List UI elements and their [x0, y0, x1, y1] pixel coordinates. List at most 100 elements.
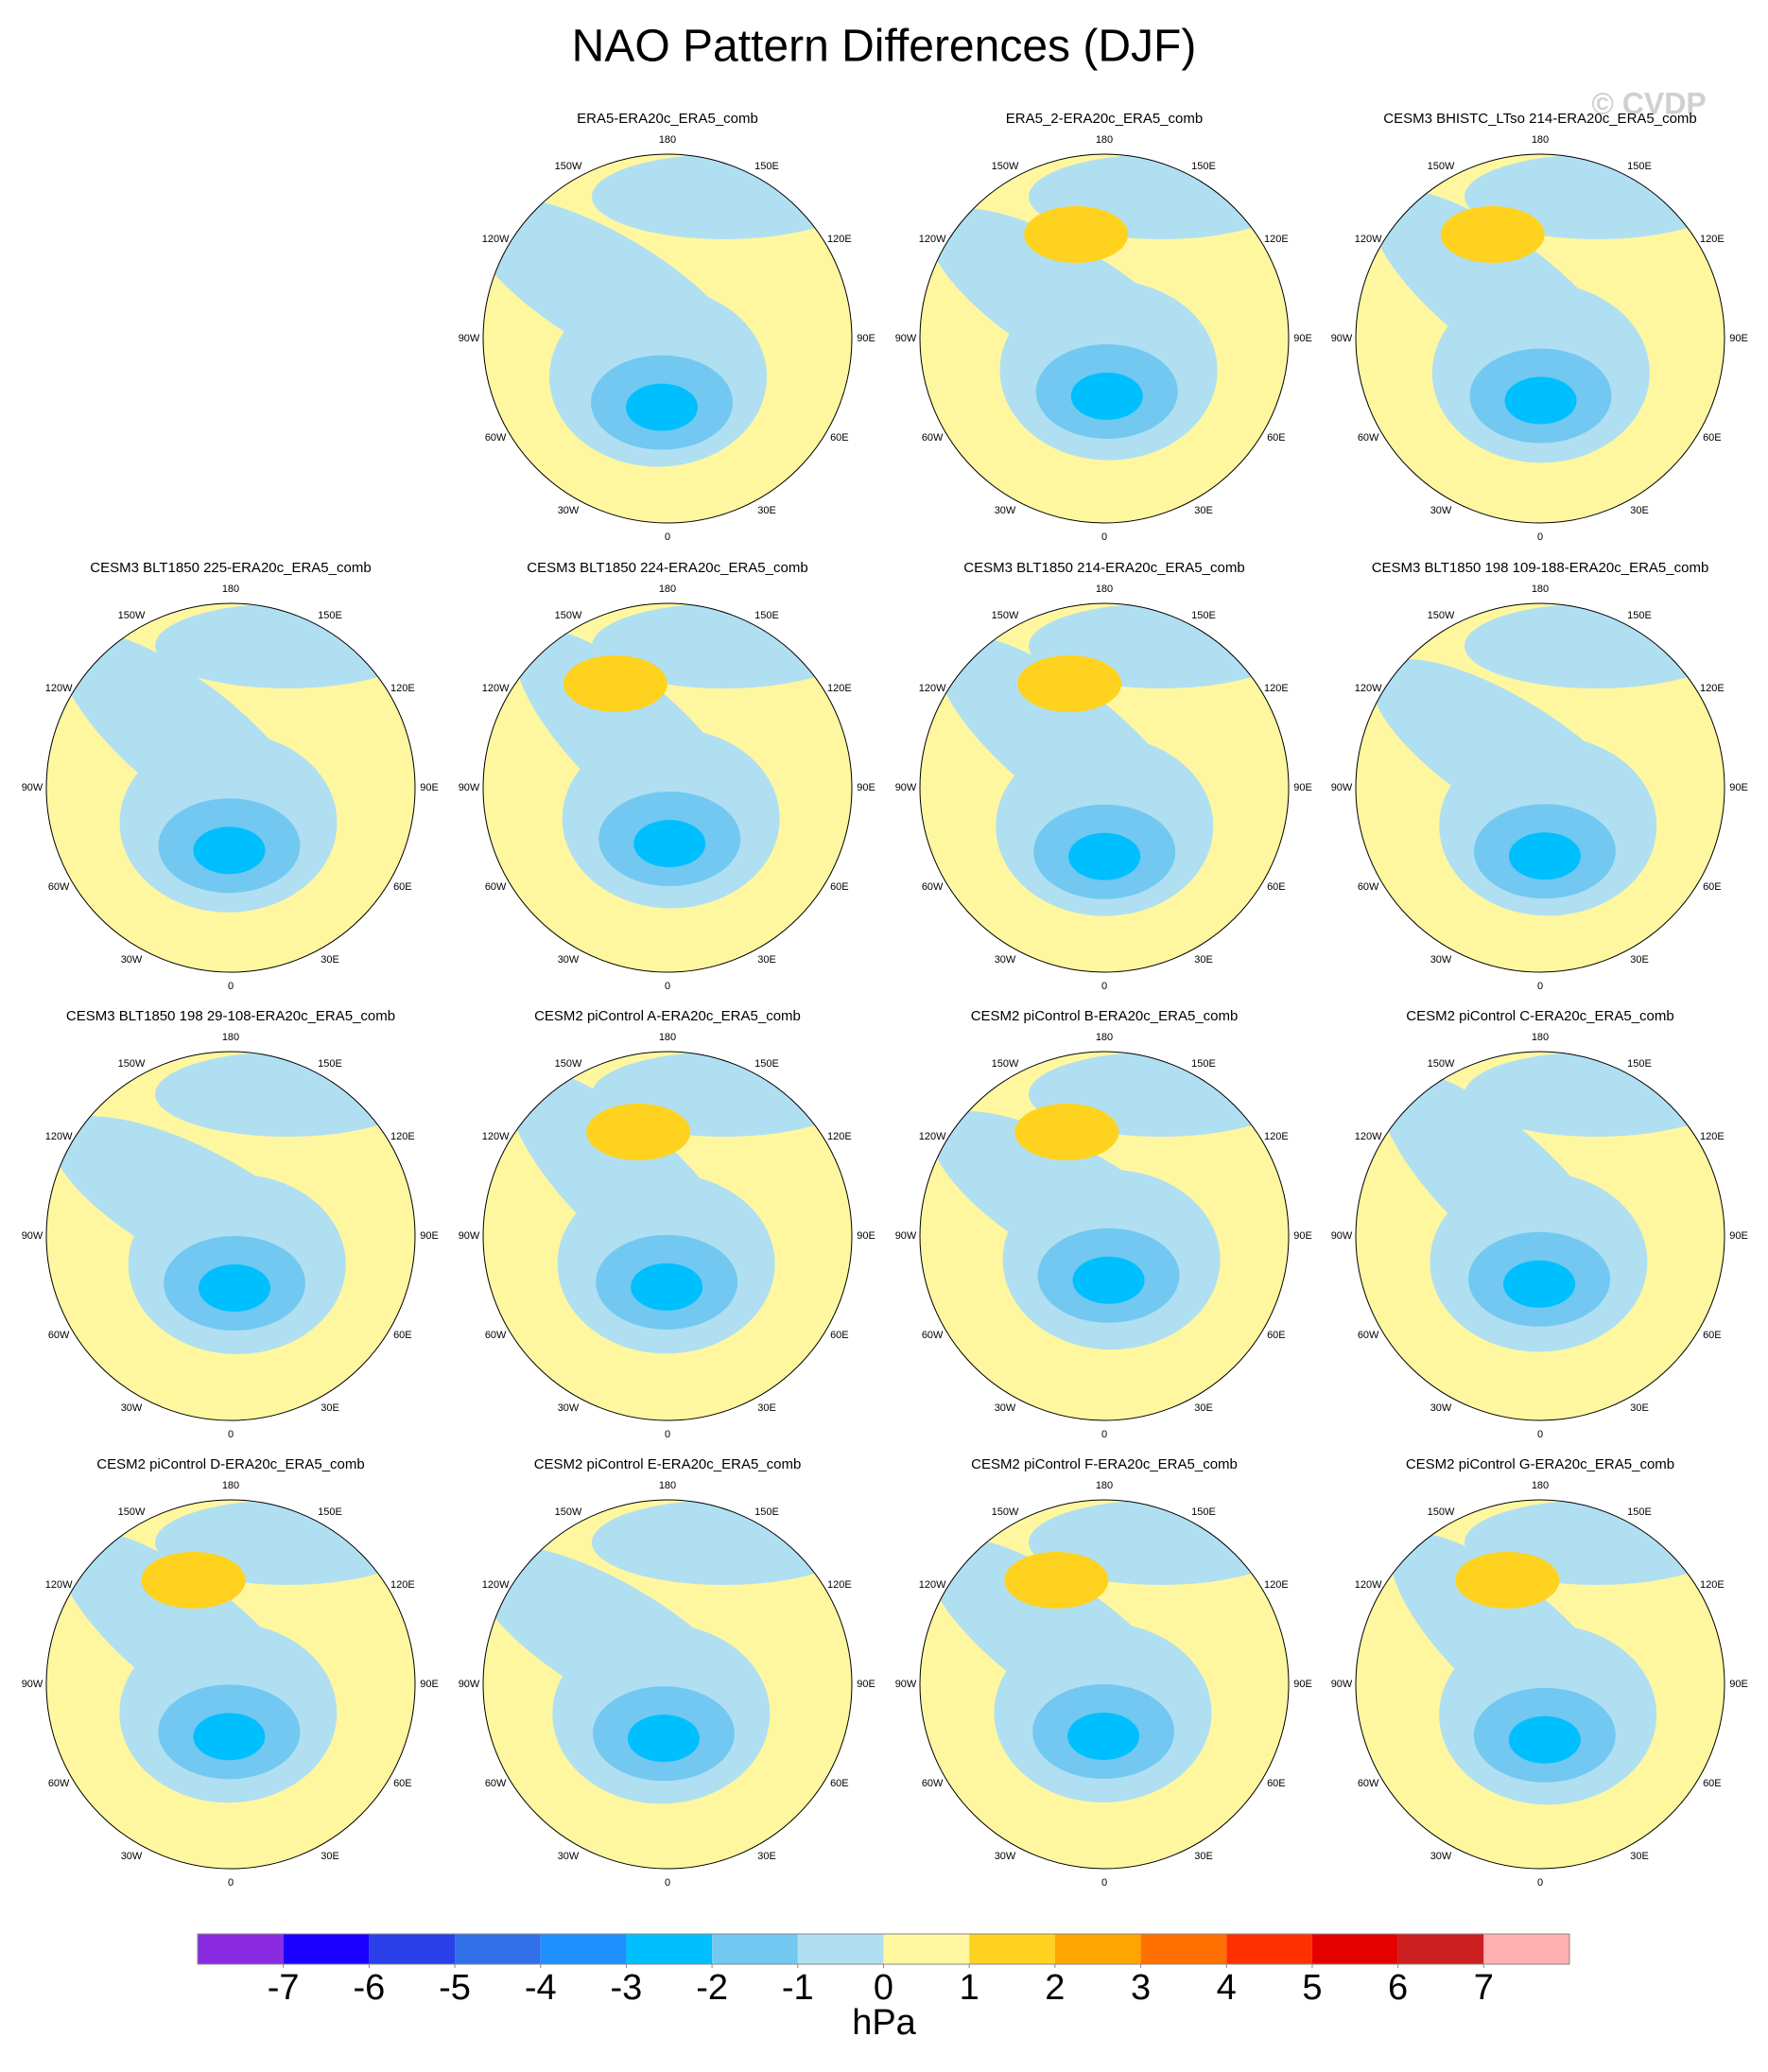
field-patch — [586, 1104, 691, 1160]
panel-title: CESM2 piControl B-ERA20c_ERA5_comb — [971, 1008, 1239, 1024]
lon-label: 150W — [992, 1058, 1019, 1070]
lon-label: 30W — [121, 1851, 143, 1862]
lon-label: 120W — [1355, 683, 1382, 694]
lon-label: 30W — [121, 1402, 143, 1414]
lon-label: 90W — [895, 1230, 917, 1242]
lon-label: 30W — [121, 954, 143, 966]
lon-label: 30W — [558, 954, 580, 966]
lon-label: 180 — [1532, 583, 1549, 595]
field-patch — [1004, 1552, 1109, 1609]
field-patch — [563, 655, 667, 712]
lon-label: 60W — [922, 1778, 944, 1789]
map-panel: CESM3 BHISTC_LTso 214-ERA20c_ERA5_comb 18… — [1331, 111, 1748, 543]
lon-label: 150E — [1191, 610, 1216, 621]
lon-label: 120W — [1355, 1131, 1382, 1142]
map-panel: CESM2 piControl G-ERA20c_ERA5_comb 180 150… — [1331, 1456, 1748, 1889]
lon-label: 60W — [1358, 432, 1379, 444]
map-panel: CESM3 BLT1850 224-ERA20c_ERA5_comb 180 150… — [459, 560, 875, 992]
map-outline — [482, 1051, 853, 1421]
lon-label: 30W — [995, 954, 1016, 966]
lon-label: 90E — [420, 1679, 439, 1690]
lon-label: 150W — [555, 610, 582, 621]
field-patch — [631, 1262, 703, 1311]
lon-label: 90E — [1293, 1230, 1312, 1242]
map-outline — [1355, 1499, 1725, 1870]
lon-label: 90W — [459, 333, 480, 344]
map-outline — [482, 153, 853, 524]
lon-label: 60E — [1703, 1330, 1722, 1341]
lon-label: 30E — [1630, 1851, 1649, 1862]
lon-label: 60W — [922, 1330, 944, 1341]
colorbar-tick-label: -4 — [525, 1968, 557, 2008]
lon-label: 60W — [1358, 1330, 1379, 1341]
colorbar-box — [1311, 1934, 1398, 1964]
colorbar-box — [1226, 1934, 1312, 1964]
map-field — [920, 154, 1289, 523]
lon-label: 0 — [228, 1429, 234, 1440]
lon-label: 180 — [222, 583, 239, 595]
colorbar-tick-label: -7 — [268, 1968, 300, 2008]
lon-label: 180 — [1096, 1032, 1113, 1043]
lon-label: 120W — [1355, 234, 1382, 245]
field-patch — [1014, 1104, 1119, 1160]
field-patch — [592, 1500, 852, 1585]
lon-label: 60W — [1358, 1778, 1379, 1789]
figure-title: NAO Pattern Differences (DJF) — [572, 22, 1197, 72]
map-field — [46, 1500, 415, 1869]
lon-label: 30W — [995, 1851, 1016, 1862]
lon-label: 90E — [420, 1230, 439, 1242]
lon-label: 120E — [1264, 234, 1289, 245]
lon-label: 0 — [1101, 981, 1107, 992]
colorbar-tick-label: 4 — [1217, 1968, 1237, 2008]
colorbar-box — [712, 1934, 798, 1964]
lon-label: 60E — [1703, 1778, 1722, 1789]
colorbar-tick-label: 1 — [960, 1968, 979, 2008]
map-outline — [919, 1051, 1290, 1421]
lon-label: 150E — [1627, 1058, 1652, 1070]
lon-label: 180 — [1532, 134, 1549, 146]
lon-label: 0 — [665, 981, 670, 992]
panel-title: CESM2 piControl F-ERA20c_ERA5_comb — [971, 1456, 1238, 1472]
lon-label: 0 — [665, 531, 670, 543]
colorbar-tick-label: -6 — [353, 1968, 385, 2008]
field-patch — [199, 1263, 271, 1312]
map-panel: CESM2 piControl F-ERA20c_ERA5_comb 180 150… — [895, 1456, 1312, 1889]
lon-label: 90E — [1729, 782, 1748, 793]
colorbar-tick-label: 2 — [1045, 1968, 1065, 2008]
lon-label: 60E — [830, 1330, 849, 1341]
lon-label: 60E — [1267, 432, 1286, 444]
lon-label: 90E — [1729, 1679, 1748, 1690]
lon-label: 90E — [1729, 1230, 1748, 1242]
field-patch — [626, 383, 699, 431]
colorbar-box — [969, 1934, 1055, 1964]
lon-label: 30W — [558, 1851, 580, 1862]
panel-title: ERA5-ERA20c_ERA5_comb — [577, 111, 758, 127]
lon-label: 120E — [1264, 683, 1289, 694]
lon-label: 120W — [482, 1131, 510, 1142]
lon-label: 120W — [919, 683, 946, 694]
lon-label: 90W — [459, 1679, 480, 1690]
lon-label: 120E — [1264, 1579, 1289, 1591]
map-panel: ERA5_2-ERA20c_ERA5_comb 180 150E 120E 90E 60E… — [895, 111, 1312, 543]
lon-label: 90E — [1729, 333, 1748, 344]
lon-label: 90E — [1293, 782, 1312, 793]
map-panel: CESM3 BLT1850 198 109-188-ERA20c_ERA5_co… — [1331, 560, 1748, 992]
lon-label: 60E — [1267, 1330, 1286, 1341]
lon-label: 150E — [1627, 610, 1652, 621]
lon-label: 60E — [1703, 881, 1722, 893]
map-field — [46, 603, 415, 972]
lon-label: 180 — [1096, 1480, 1113, 1491]
field-patch — [1504, 376, 1577, 425]
map-outline — [482, 1499, 853, 1870]
lon-label: 0 — [228, 981, 234, 992]
lon-label: 30E — [1630, 505, 1649, 516]
map-field — [1356, 1500, 1725, 1869]
lon-label: 30E — [757, 1402, 776, 1414]
lon-label: 60W — [48, 881, 70, 893]
lon-label: 30E — [1630, 1402, 1649, 1414]
lon-label: 60E — [1267, 881, 1286, 893]
colorbar-box — [626, 1934, 713, 1964]
lon-label: 120E — [1700, 234, 1725, 245]
lon-label: 90W — [895, 782, 917, 793]
colorbar-tick-label: -1 — [782, 1968, 814, 2008]
